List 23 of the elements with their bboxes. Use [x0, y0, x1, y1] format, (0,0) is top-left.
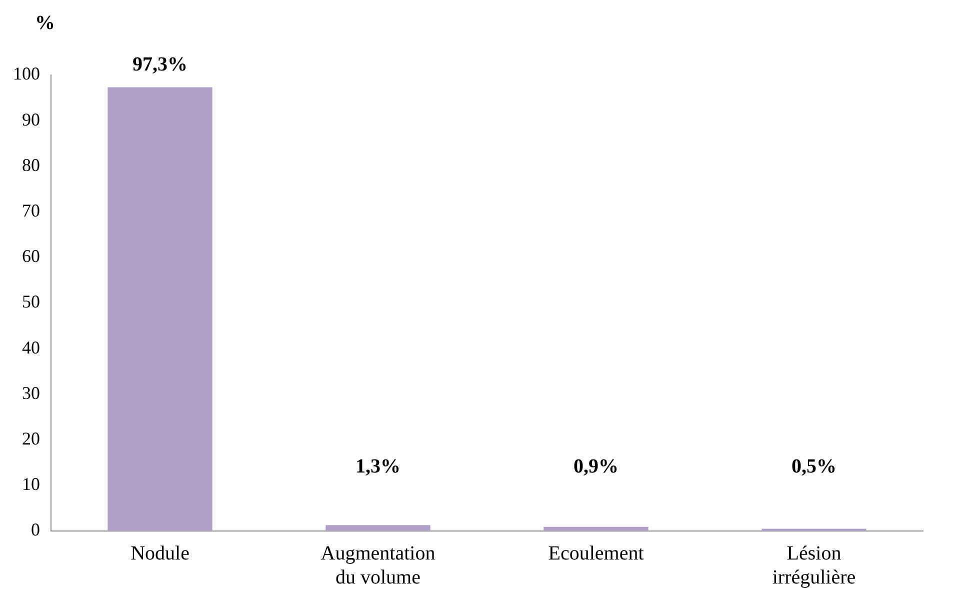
- x-tick-label: Nodule: [130, 542, 190, 564]
- y-tick-label: 70: [22, 200, 40, 221]
- data-label: 0,9%: [574, 456, 618, 478]
- y-tick-label: 10: [22, 474, 40, 494]
- y-tick-label: 90: [22, 109, 40, 130]
- y-tick-label: 0: [31, 520, 40, 540]
- data-label: 0,5%: [792, 456, 836, 478]
- x-tick-label: Ecoulement: [548, 542, 644, 564]
- x-tick-label: Lésion irrégulière: [772, 542, 856, 588]
- y-tick-label: 40: [22, 337, 40, 358]
- y-axis-title: %: [35, 12, 55, 34]
- y-tick-label: 80: [22, 154, 40, 175]
- bar: [326, 525, 430, 531]
- y-tick-label: 100: [13, 64, 40, 84]
- y-tick-label: 50: [22, 292, 40, 312]
- y-tick-label: 30: [22, 382, 40, 403]
- bar: [544, 526, 648, 531]
- data-label: 1,3%: [356, 456, 400, 478]
- bar: [108, 87, 212, 531]
- y-tick-label: 60: [22, 246, 40, 266]
- y-tick-label: 20: [22, 428, 40, 449]
- data-label: 97,3%: [132, 53, 188, 76]
- x-tick-label: Augmentation du volume: [320, 542, 436, 588]
